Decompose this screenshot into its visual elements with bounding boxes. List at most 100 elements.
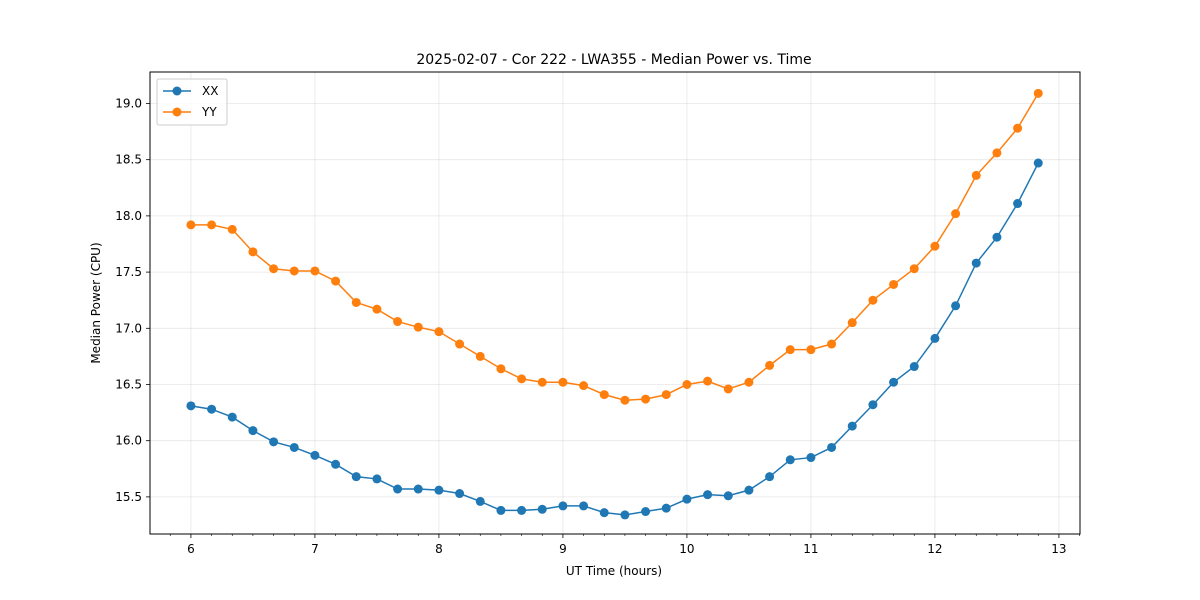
data-point-yy xyxy=(971,170,981,180)
plot-area-frame xyxy=(149,71,1081,535)
y-tick-label: 18.5 xyxy=(115,153,142,167)
data-point-xx xyxy=(1033,158,1043,168)
data-point-yy xyxy=(393,317,403,327)
data-point-xx xyxy=(930,333,940,343)
data-point-xx xyxy=(889,377,899,387)
data-point-xx xyxy=(909,362,919,372)
data-point-xx xyxy=(372,474,382,484)
y-tick-label: 16.0 xyxy=(115,434,142,448)
y-tick-label: 15.5 xyxy=(115,490,142,504)
data-point-xx xyxy=(682,494,692,504)
data-point-yy xyxy=(310,266,320,276)
data-point-xx xyxy=(269,437,279,447)
data-point-xx xyxy=(992,232,1002,242)
data-point-xx xyxy=(310,450,320,460)
data-point-xx xyxy=(579,501,589,511)
legend-label-xx: XX xyxy=(202,84,218,98)
data-point-xx xyxy=(641,507,651,517)
y-tick-label: 17.0 xyxy=(115,321,142,335)
data-point-xx xyxy=(475,496,485,506)
data-point-yy xyxy=(186,220,196,230)
data-point-yy xyxy=(1013,123,1023,133)
data-point-yy xyxy=(599,390,609,400)
x-tick-label: 8 xyxy=(435,542,443,556)
data-point-yy xyxy=(620,395,630,405)
data-point-xx xyxy=(785,455,795,465)
data-point-yy xyxy=(827,339,837,349)
data-point-yy xyxy=(703,376,713,386)
data-point-xx xyxy=(951,301,961,311)
data-point-yy xyxy=(558,377,568,387)
data-point-xx xyxy=(455,489,465,499)
data-point-yy xyxy=(909,264,919,274)
x-tick-label: 9 xyxy=(559,542,567,556)
legend-label-yy: YY xyxy=(201,105,217,119)
y-axis-label: Median Power (CPU) xyxy=(89,242,103,363)
data-point-yy xyxy=(475,351,485,361)
x-axis: 6 7 8 9 10 11 12 13 xyxy=(169,534,1080,556)
data-point-yy xyxy=(641,394,651,404)
series-xx xyxy=(186,158,1043,520)
legend-marker-xx xyxy=(172,86,182,96)
data-point-xx xyxy=(207,404,217,414)
x-tick-label: 10 xyxy=(679,542,694,556)
data-point-yy xyxy=(785,345,795,355)
data-point-yy xyxy=(744,377,754,387)
data-point-yy xyxy=(372,304,382,314)
data-point-xx xyxy=(351,472,361,482)
data-point-yy xyxy=(847,318,857,328)
data-point-yy xyxy=(951,209,961,219)
data-point-yy xyxy=(537,377,547,387)
data-point-yy xyxy=(806,345,816,355)
series-line-yy xyxy=(190,92,1039,401)
y-tick-label: 18.0 xyxy=(115,209,142,223)
data-point-yy xyxy=(269,264,279,274)
data-point-yy xyxy=(351,297,361,307)
data-point-xx xyxy=(661,503,671,513)
data-point-yy xyxy=(1033,88,1043,98)
chart-title: 2025-02-07 - Cor 222 - LWA355 - Median P… xyxy=(416,52,811,68)
data-point-xx xyxy=(227,412,237,422)
legend-marker-yy xyxy=(172,107,182,117)
data-point-yy xyxy=(889,279,899,289)
data-point-xx xyxy=(806,453,816,463)
data-point-xx xyxy=(248,426,258,436)
data-point-xx xyxy=(827,442,837,452)
data-point-yy xyxy=(496,364,506,374)
data-point-yy xyxy=(227,224,237,234)
data-point-xx xyxy=(1013,199,1023,209)
series-layer xyxy=(186,88,1043,520)
y-tick-label: 16.5 xyxy=(115,377,142,391)
y-tick-label: 17.5 xyxy=(115,265,142,279)
data-point-yy xyxy=(765,360,775,370)
legend: XX YY xyxy=(156,78,228,126)
data-point-xx xyxy=(186,401,196,411)
data-point-yy xyxy=(661,390,671,400)
data-point-xx xyxy=(393,484,403,494)
x-tick-label: 12 xyxy=(927,542,942,556)
data-point-yy xyxy=(207,220,217,230)
y-tick-label: 19.0 xyxy=(115,96,142,110)
series-yy xyxy=(186,88,1043,405)
data-point-yy xyxy=(434,327,444,337)
data-point-xx xyxy=(703,490,713,500)
x-axis-label: UT Time (hours) xyxy=(566,564,662,578)
data-point-xx xyxy=(289,442,299,452)
x-tick-label: 13 xyxy=(1051,542,1066,556)
x-tick-label: 6 xyxy=(187,542,195,556)
data-point-xx xyxy=(620,510,630,520)
data-point-yy xyxy=(517,374,527,384)
data-point-yy xyxy=(331,276,341,286)
x-tick-label: 7 xyxy=(311,542,319,556)
data-point-xx xyxy=(331,459,341,469)
data-point-yy xyxy=(289,266,299,276)
x-tick-label: 11 xyxy=(803,542,818,556)
data-point-yy xyxy=(579,381,589,391)
data-point-yy xyxy=(248,247,258,257)
data-point-yy xyxy=(992,148,1002,158)
data-point-yy xyxy=(682,379,692,389)
data-point-xx xyxy=(434,485,444,495)
data-point-xx xyxy=(413,484,423,494)
data-point-xx xyxy=(971,258,981,268)
